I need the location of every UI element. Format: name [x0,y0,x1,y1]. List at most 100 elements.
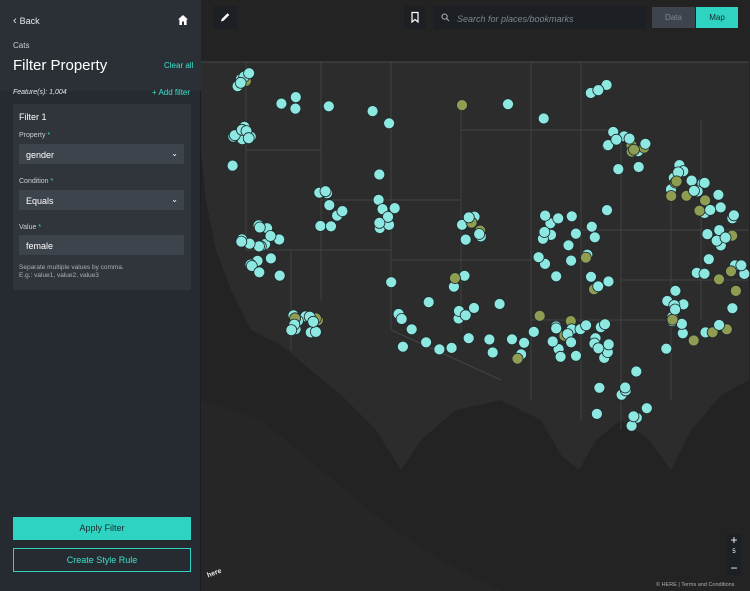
map-point[interactable] [628,143,640,156]
map-point[interactable] [506,333,518,346]
map-point[interactable] [699,194,712,207]
map-point[interactable] [449,272,461,285]
map-point[interactable] [265,252,277,265]
map-point[interactable] [518,336,531,349]
edit-button[interactable] [213,6,237,29]
map-point[interactable] [533,309,546,322]
map-point[interactable] [264,230,277,242]
map-point[interactable] [483,333,496,346]
map-point[interactable] [619,381,632,394]
map-point[interactable] [388,202,401,215]
map-point[interactable] [632,161,645,173]
map-point[interactable] [588,231,601,244]
map-point[interactable] [569,227,582,240]
map-point[interactable] [625,419,638,432]
map-point[interactable] [420,336,433,349]
map-point[interactable] [502,98,514,111]
map-point[interactable] [325,220,337,233]
map-point[interactable] [713,319,725,331]
map-point[interactable] [627,410,640,423]
map-point[interactable] [592,280,605,293]
map-point[interactable] [612,163,625,176]
create-style-rule-button[interactable]: Create Style Rule [13,548,191,572]
zoom-out-button[interactable]: − [730,561,738,575]
value-input[interactable]: female [19,235,184,255]
apply-filter-button[interactable]: Apply Filter [13,517,191,540]
map-point[interactable] [728,209,740,222]
map-point[interactable] [486,346,499,359]
map-point[interactable] [685,174,698,187]
map-point[interactable] [666,313,679,326]
map-canvas[interactable]: Data Map + 5 − here © HERE | Terms and C… [201,0,750,591]
map-point[interactable] [396,340,409,353]
map-point[interactable] [585,220,598,233]
map-point[interactable] [253,221,266,234]
add-filter-link[interactable]: + Add filter [152,88,191,97]
map-point[interactable] [422,296,435,309]
map-point[interactable] [395,313,408,325]
map-point[interactable] [511,352,524,365]
map-point[interactable] [610,133,623,146]
map-point[interactable] [590,407,603,420]
map-point[interactable] [235,235,248,248]
map-point[interactable] [275,97,288,110]
map-point[interactable] [669,303,682,316]
map-point[interactable] [579,251,592,264]
view-toggle-map[interactable]: Map [696,7,738,28]
map-point[interactable] [640,402,653,415]
map-point[interactable] [336,205,349,218]
map-point[interactable] [585,270,597,283]
map-point[interactable] [660,342,673,355]
search-input[interactable] [455,6,645,31]
map-point[interactable] [565,254,578,267]
clear-all-link[interactable]: Clear all [164,61,194,70]
map-point[interactable] [565,336,578,349]
bookmarks-button[interactable] [404,6,426,29]
map-point[interactable] [310,325,322,338]
map-point[interactable] [701,228,714,241]
map-point[interactable] [712,188,725,201]
map-point[interactable] [665,190,678,202]
map-point[interactable] [532,251,545,264]
map-point[interactable] [713,273,725,286]
map-point[interactable] [704,204,717,216]
map-point[interactable] [273,269,286,282]
map-point[interactable] [468,302,480,314]
map-point[interactable] [385,276,398,289]
map-point[interactable] [307,315,320,328]
map-point[interactable] [693,204,706,217]
map-point[interactable] [537,112,550,125]
map-point[interactable] [688,184,700,197]
map-point[interactable] [592,84,605,96]
map-point[interactable] [552,212,565,225]
map-point[interactable] [554,350,567,363]
map-point[interactable] [669,284,682,297]
map-point[interactable] [289,91,302,103]
map-attribution[interactable]: © HERE | Terms and Conditions [656,582,735,588]
map-point[interactable] [445,341,458,354]
map-point[interactable] [459,233,472,246]
map-point[interactable] [562,239,575,252]
map-point[interactable] [602,139,615,152]
map-point[interactable] [702,253,715,266]
map-point[interactable] [726,302,739,315]
map-point[interactable] [323,199,336,212]
map-point[interactable] [319,185,332,198]
zoom-in-button[interactable]: + [730,533,738,547]
map-point[interactable] [289,102,302,115]
map-point[interactable] [687,334,700,347]
condition-select[interactable]: Equals ⌄ [19,190,184,210]
map-point[interactable] [243,67,255,80]
map-point[interactable] [382,210,394,223]
map-point[interactable] [405,323,418,336]
map-point[interactable] [538,226,551,238]
map-point[interactable] [623,132,636,145]
back-button[interactable]: ‹ Back [13,15,40,27]
map-point[interactable] [698,176,711,189]
map-point[interactable] [242,132,255,145]
map-point[interactable] [639,137,652,150]
map-point[interactable] [459,309,472,322]
map-point[interactable] [226,159,239,172]
map-point[interactable] [433,343,446,356]
map-point[interactable] [373,216,386,229]
